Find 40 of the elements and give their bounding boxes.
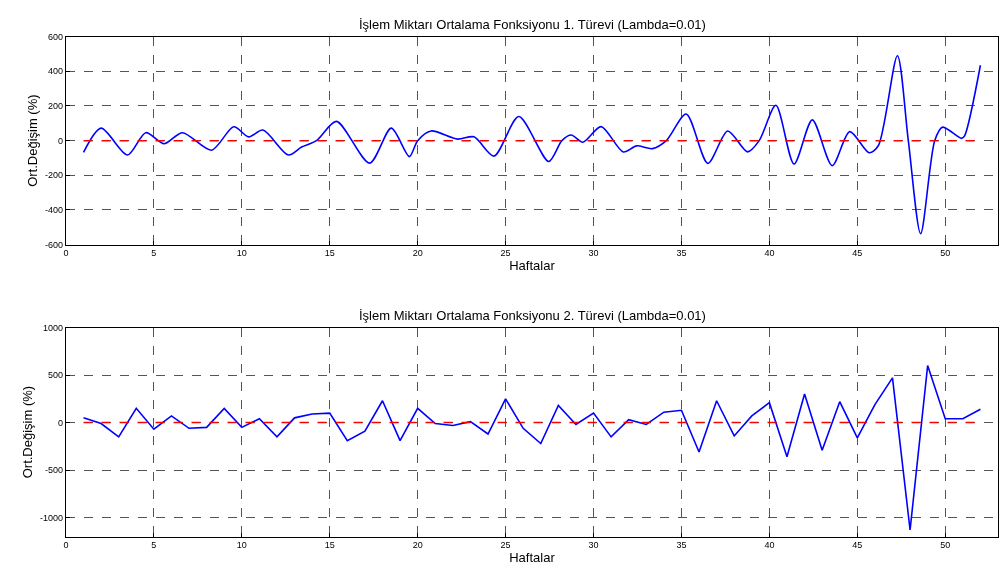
x-tick-label: 20 bbox=[412, 248, 423, 259]
x-tick-label: 10 bbox=[236, 248, 247, 259]
y-tick-label: 0 bbox=[58, 135, 64, 146]
y-tick-label: -200 bbox=[45, 170, 64, 181]
x-axis-title: Haftalar bbox=[509, 550, 556, 566]
y-axis-title: Ort.Değişim (%) bbox=[20, 385, 36, 479]
x-tick-label: 30 bbox=[588, 540, 599, 551]
x-tick-label: 15 bbox=[324, 540, 335, 551]
y-tick-label: -500 bbox=[45, 465, 64, 476]
y-tick-label: 400 bbox=[48, 66, 64, 77]
x-tick-label: 10 bbox=[236, 540, 247, 551]
x-tick-label: 30 bbox=[588, 248, 599, 259]
y-axis-title: Ort.Değişim (%) bbox=[25, 94, 41, 187]
x-tick-label: 5 bbox=[151, 540, 157, 551]
x-tick-label: 40 bbox=[764, 248, 775, 259]
y-tick-label: 500 bbox=[48, 370, 64, 381]
x-tick-label: 50 bbox=[940, 248, 951, 259]
x-tick-label: 35 bbox=[676, 248, 687, 259]
x-tick-label: 45 bbox=[852, 540, 863, 551]
y-tick-label: -1000 bbox=[40, 512, 64, 523]
x-tick-label: 40 bbox=[764, 540, 775, 551]
chart-title: İşlem Miktarı Ortalama Fonksiyonu 2. Türevi (Lambda=0.01) bbox=[359, 308, 706, 323]
x-tick-label: 45 bbox=[852, 248, 863, 259]
x-tick-label: 20 bbox=[412, 540, 423, 551]
x-tick-label: 5 bbox=[151, 248, 157, 259]
y-tick-label: -400 bbox=[45, 205, 64, 216]
y-tick-label: 200 bbox=[48, 101, 64, 112]
x-tick-label: 15 bbox=[324, 248, 335, 259]
x-tick-label: 25 bbox=[500, 248, 511, 259]
line-series bbox=[82, 54, 982, 235]
y-tick-label: -600 bbox=[45, 239, 64, 250]
y-tick-label: 0 bbox=[58, 417, 64, 428]
chart-title: İşlem Miktarı Ortalama Fonksiyonu 1. Türevi (Lambda=0.01) bbox=[359, 17, 706, 32]
line-series bbox=[82, 364, 982, 531]
y-tick-label: 1000 bbox=[43, 322, 64, 333]
x-tick-label: 50 bbox=[940, 540, 951, 551]
y-tick-label: 600 bbox=[48, 31, 64, 42]
x-axis-title: Haftalar bbox=[509, 258, 556, 274]
x-tick-label: 35 bbox=[676, 540, 687, 551]
x-tick-label: 25 bbox=[500, 540, 511, 551]
